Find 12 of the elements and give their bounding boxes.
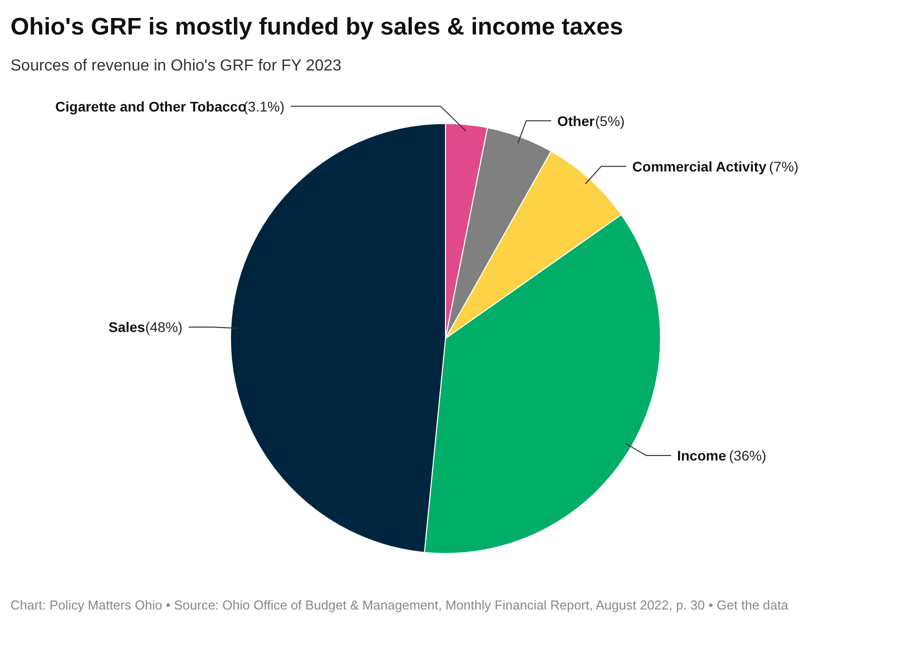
slice-label: Sales (108, 319, 146, 336)
slice-label: Income (677, 447, 726, 464)
data-label: (48%) (145, 319, 183, 336)
slice-label: Other (557, 112, 596, 129)
data-label: (7%) (768, 158, 799, 174)
data-label: (5%) (595, 112, 625, 129)
chart-subtitle: Sources of revenue in Ohio's GRF for FY 2023 (10, 58, 342, 74)
slice-label: Commercial Activity (632, 158, 767, 174)
data-label: (36%) (729, 447, 766, 464)
chart-title: Ohio's GRF is mostly funded by sales & income taxes (10, 14, 624, 40)
slice-label: Cigarette and Other Tobacco (55, 98, 246, 114)
text: Chart: Policy Matters Ohio • Source: Ohio Office of Budget & Management, Monthly Financial Report, August 2022, p. 30 • Get the data (10, 598, 789, 612)
